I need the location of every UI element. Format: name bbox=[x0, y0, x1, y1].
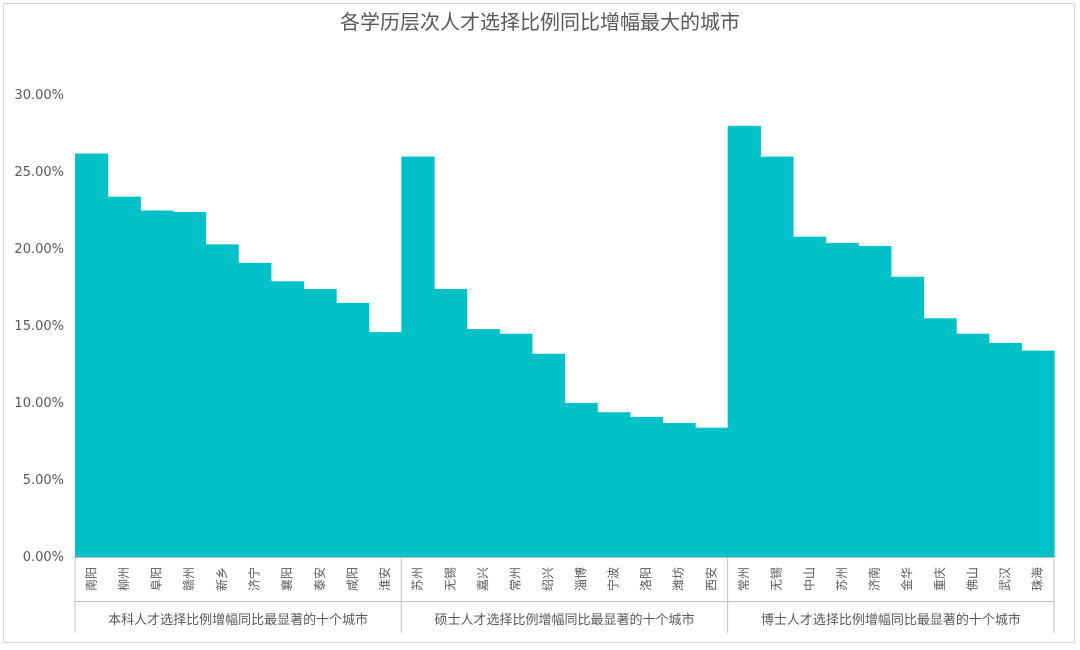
category-label: 珠海 bbox=[1030, 567, 1045, 591]
bar bbox=[695, 427, 729, 557]
bar bbox=[890, 276, 925, 557]
bar bbox=[597, 412, 631, 557]
category-label: 赣州 bbox=[182, 567, 196, 591]
bar bbox=[923, 318, 957, 557]
group-label: 本科人才选择比例增幅同比最显著的十个城市 bbox=[108, 612, 368, 628]
y-tick-label: 5.00% bbox=[23, 473, 64, 488]
category-label: 淄博 bbox=[573, 567, 588, 591]
category-label: 佛山 bbox=[965, 567, 979, 591]
category-label: 无锡 bbox=[442, 567, 457, 591]
bar bbox=[499, 333, 533, 557]
category-label: 济宁 bbox=[246, 567, 261, 591]
bar bbox=[858, 245, 892, 558]
category-label: 洛阳 bbox=[638, 567, 653, 591]
bar bbox=[727, 125, 761, 558]
bar bbox=[956, 333, 990, 557]
bar bbox=[368, 332, 402, 557]
bar bbox=[564, 403, 598, 557]
bar bbox=[140, 210, 174, 557]
y-tick-label: 0.00% bbox=[23, 550, 64, 565]
category-label: 无锡 bbox=[769, 567, 784, 591]
group-label: 硕士人才选择比例增幅同比最显著的十个城市 bbox=[434, 612, 694, 628]
category-label: 泰安 bbox=[312, 567, 327, 591]
category-label: 苏州 bbox=[411, 567, 425, 591]
bar bbox=[75, 153, 109, 557]
bar bbox=[107, 196, 141, 557]
bar bbox=[205, 244, 239, 557]
bar bbox=[662, 423, 696, 557]
category-label: 武汉 bbox=[998, 567, 1012, 591]
category-label: 宁波 bbox=[605, 567, 620, 591]
category-label: 常州 bbox=[509, 567, 523, 591]
y-tick-label: 15.00% bbox=[14, 319, 64, 334]
category-label: 金华 bbox=[899, 567, 914, 591]
category-label: 潍坊 bbox=[671, 567, 686, 591]
bars-layer bbox=[75, 125, 1055, 558]
x-axis: 南阳 柳州 阜阳 赣州 新乡 济宁 襄阳 泰安 咸阳 淮安 苏州 无锡 嘉兴 常州 绍兴 淄博 宁波 洛阳 潍坊 西安… bbox=[74, 557, 1055, 633]
category-label: 阜阳 bbox=[150, 567, 164, 591]
category-label: 绍兴 bbox=[541, 567, 555, 591]
category-label: 新乡 bbox=[214, 567, 229, 591]
bar bbox=[792, 236, 827, 557]
bar bbox=[531, 353, 566, 557]
category-label: 中山 bbox=[801, 567, 816, 591]
y-tick-label: 30.00% bbox=[14, 88, 64, 103]
category-label: 常州 bbox=[737, 567, 751, 591]
bar bbox=[825, 242, 859, 557]
category-label: 襄阳 bbox=[279, 567, 294, 591]
bar bbox=[238, 262, 272, 557]
y-tick-label: 25.00% bbox=[14, 165, 64, 180]
bar bbox=[466, 329, 500, 557]
bar bbox=[270, 281, 305, 557]
chart-title: 各学历层次人才选择比例同比增幅最大的城市 bbox=[340, 10, 740, 34]
y-tick-label: 20.00% bbox=[14, 242, 64, 257]
bar bbox=[760, 156, 794, 557]
category-label: 南阳 bbox=[83, 567, 98, 591]
bar bbox=[433, 289, 468, 557]
bar bbox=[988, 342, 1022, 557]
y-tick-label: 10.00% bbox=[14, 396, 64, 411]
category-label: 淮安 bbox=[377, 567, 392, 591]
category-label: 苏州 bbox=[835, 567, 849, 591]
category-label: 嘉兴 bbox=[476, 567, 490, 591]
bar bbox=[303, 289, 337, 557]
category-label: 重庆 bbox=[933, 567, 947, 591]
bar bbox=[1021, 350, 1055, 557]
y-axis: 0.00% 5.00% 10.00% 15.00% 20.00% 25.00% 30.00% bbox=[14, 88, 64, 565]
bar bbox=[629, 416, 663, 557]
group-label: 博士人才选择比例增幅同比最显著的十个城市 bbox=[761, 612, 1021, 628]
category-label: 柳州 bbox=[117, 567, 131, 591]
category-label: 西安 bbox=[703, 567, 718, 591]
bar bbox=[336, 302, 370, 557]
category-label: 咸阳 bbox=[345, 567, 359, 591]
bar bbox=[401, 156, 435, 557]
category-label: 济南 bbox=[867, 567, 882, 591]
bar bbox=[172, 212, 207, 558]
